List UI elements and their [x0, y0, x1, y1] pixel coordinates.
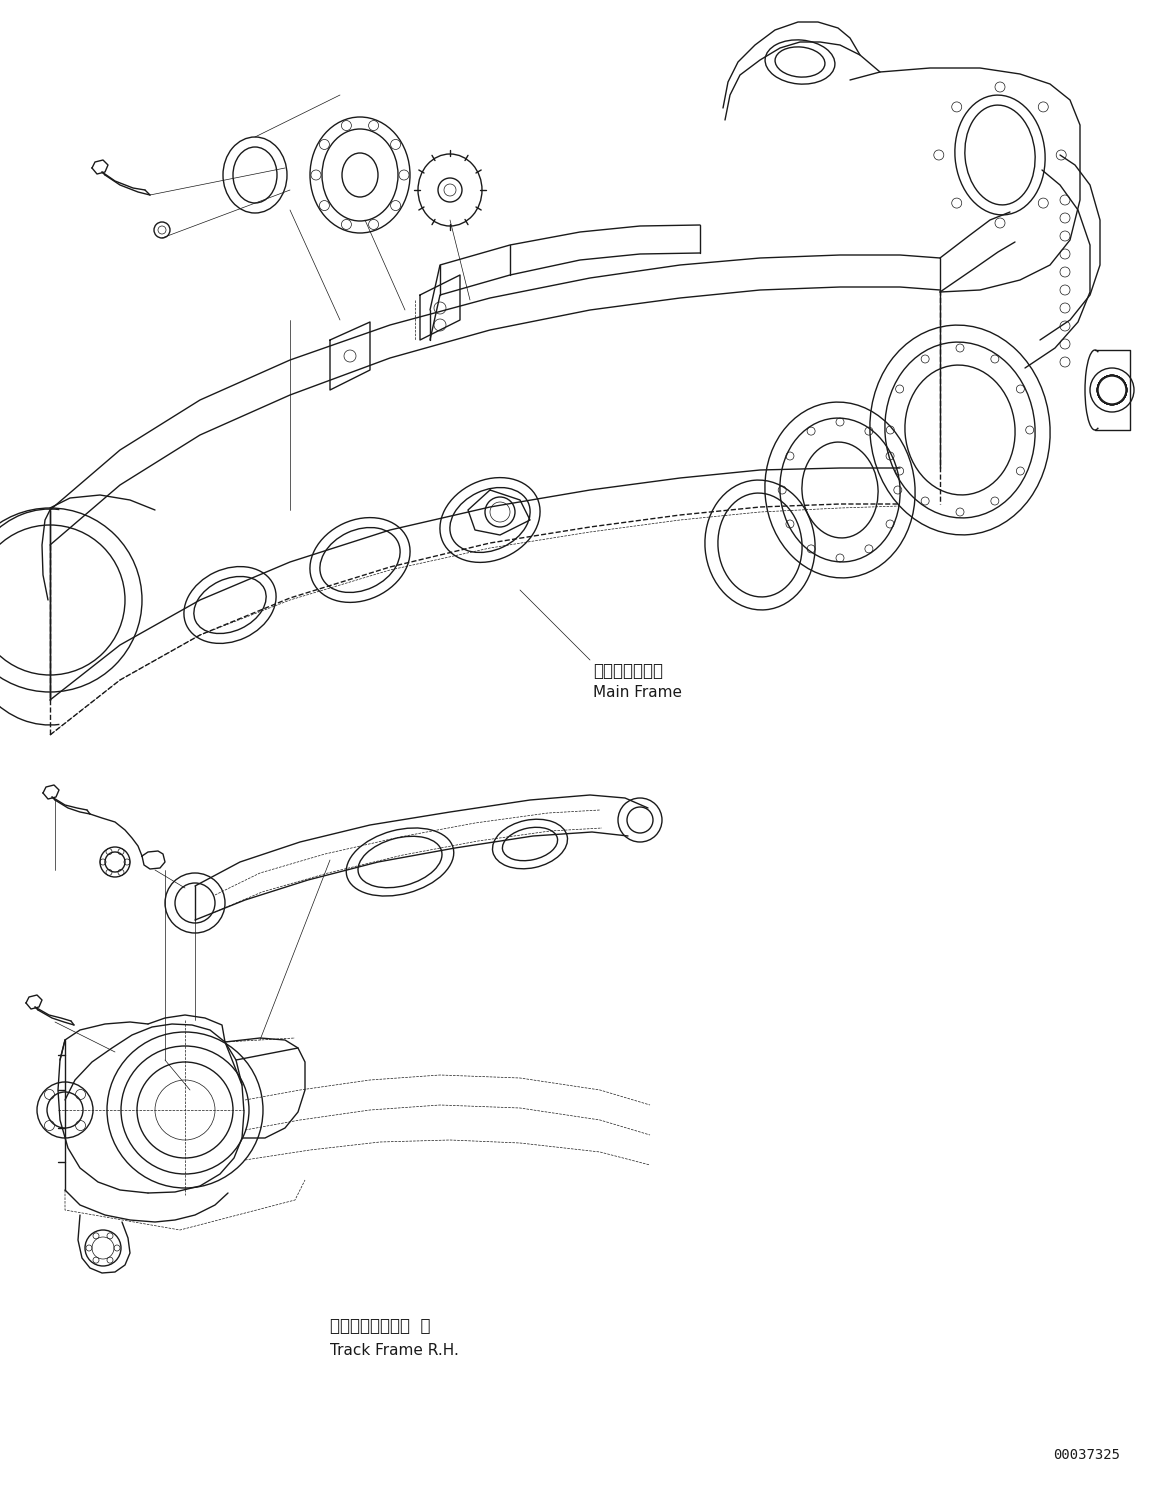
Text: Track Frame R.H.: Track Frame R.H.	[330, 1343, 459, 1358]
Text: メインフレーム: メインフレーム	[593, 662, 664, 680]
Text: トラックフレーム  右: トラックフレーム 右	[330, 1317, 430, 1334]
Text: 00037325: 00037325	[1053, 1448, 1120, 1463]
Text: Main Frame: Main Frame	[593, 684, 682, 699]
